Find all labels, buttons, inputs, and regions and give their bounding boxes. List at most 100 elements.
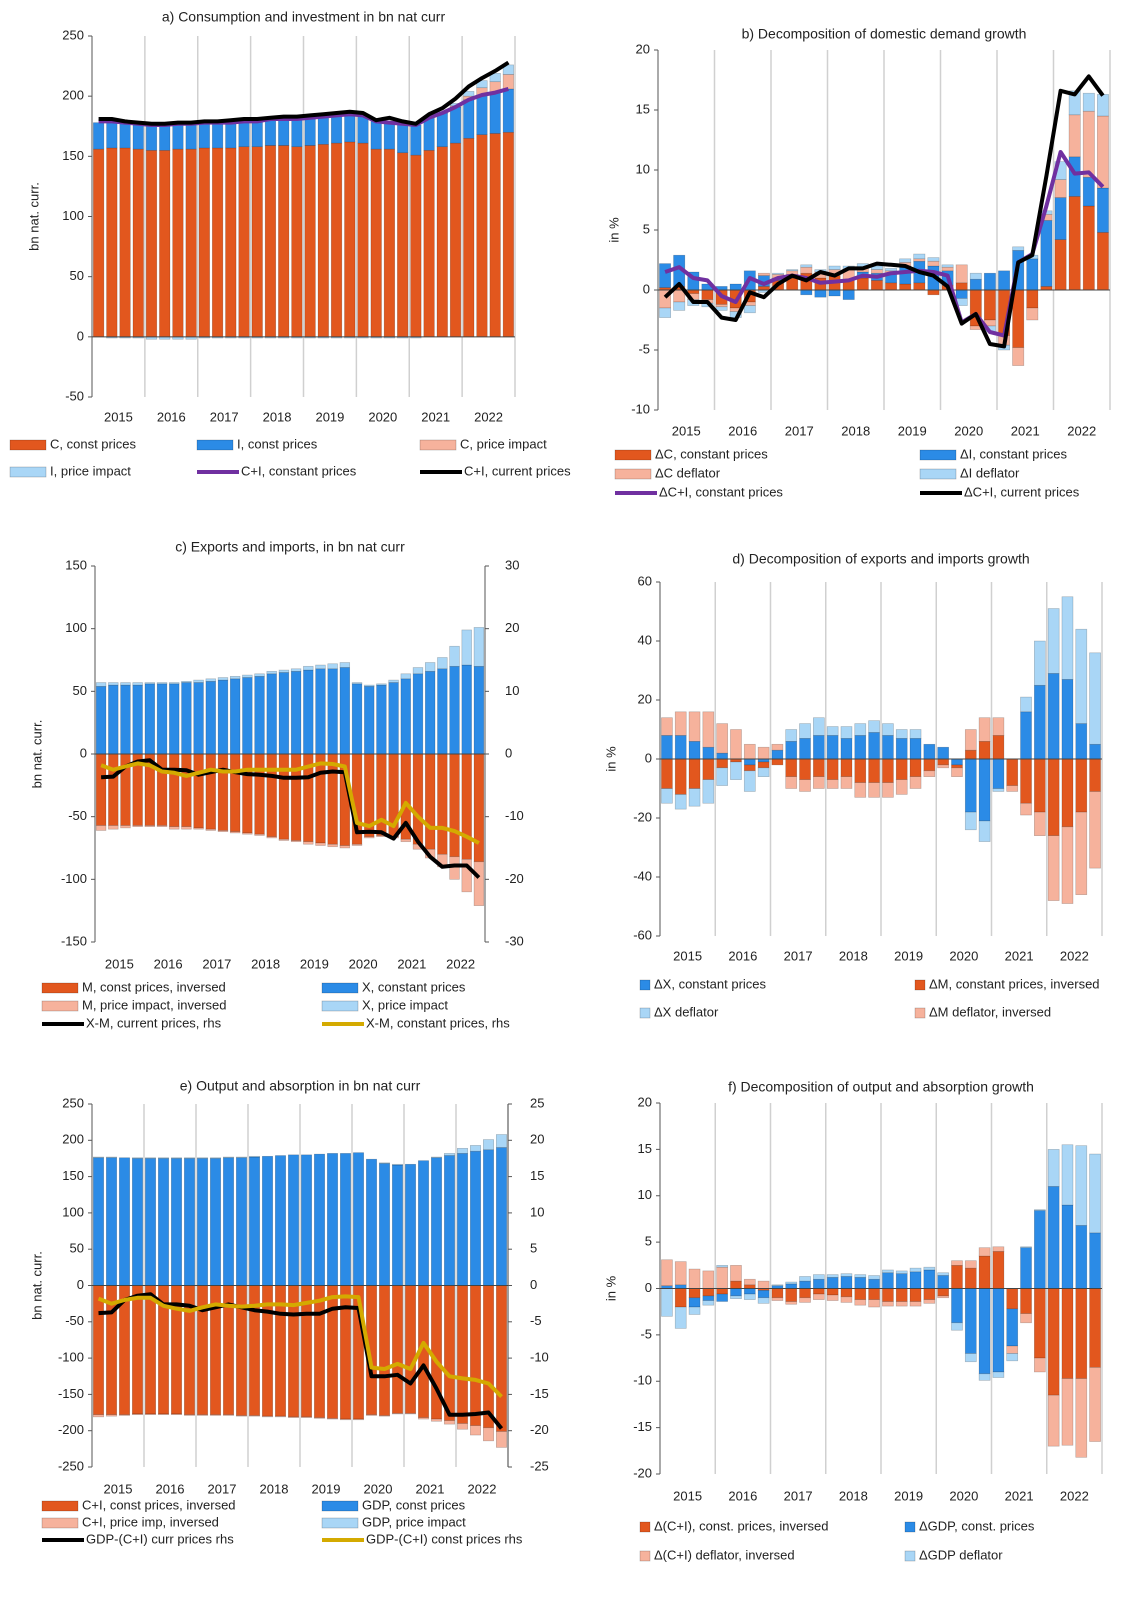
legend-label: I, const prices: [237, 436, 318, 451]
legend-label: ΔX, constant prices: [654, 976, 767, 991]
x-tick-label: 2019: [300, 956, 329, 971]
bar: [304, 117, 316, 146]
bar: [992, 758, 1005, 789]
bar: [264, 145, 277, 338]
bar: [217, 679, 229, 755]
bar: [826, 758, 839, 780]
bar: [813, 717, 825, 736]
bar: [1034, 1209, 1046, 1211]
x-tick-label: 2020: [364, 1481, 393, 1496]
bar: [495, 1431, 507, 1448]
bar: [661, 1259, 673, 1287]
bar: [364, 686, 375, 755]
legend-swatch: [614, 468, 652, 480]
bar: [813, 1278, 825, 1289]
bar: [840, 758, 853, 778]
y-tick-label: 0: [645, 750, 652, 765]
legend-swatch: [321, 1500, 359, 1512]
bar: [132, 684, 143, 755]
bar: [378, 1415, 390, 1417]
bar: [992, 1251, 1005, 1289]
bar: [868, 732, 880, 760]
bar: [828, 289, 841, 297]
bar: [412, 753, 424, 845]
bar: [941, 264, 954, 268]
y-tick-label: 100: [62, 1204, 84, 1219]
bar: [1075, 1288, 1088, 1379]
x-tick-label: 2015: [104, 409, 133, 424]
bar: [964, 749, 977, 760]
bar: [882, 1301, 894, 1307]
bar: [1075, 758, 1088, 813]
bar: [376, 683, 387, 686]
bar: [688, 1306, 701, 1315]
y2-tick-label: -10: [505, 808, 524, 823]
bar: [238, 121, 250, 148]
bar: [730, 729, 742, 760]
bar: [978, 1247, 991, 1257]
bar: [443, 1155, 455, 1286]
y2-tick-label: -15: [530, 1386, 549, 1401]
x-tick-label: 2018: [841, 423, 870, 438]
bar: [417, 1417, 429, 1420]
bar: [785, 1288, 798, 1302]
bar: [476, 80, 488, 89]
bar: [274, 1415, 286, 1418]
bar: [964, 1267, 977, 1289]
bar: [344, 141, 356, 338]
bar: [303, 669, 314, 755]
legend-label: C+I, constant prices: [241, 463, 357, 478]
bar: [205, 753, 216, 830]
bar: [702, 746, 715, 760]
bar: [969, 272, 982, 280]
bar: [978, 1255, 991, 1289]
bar: [236, 1157, 248, 1286]
bar: [785, 758, 798, 778]
bar: [266, 670, 277, 675]
bar: [315, 753, 326, 844]
bar: [229, 753, 241, 833]
bar: [1006, 1353, 1019, 1362]
bar: [461, 629, 472, 666]
bar: [317, 116, 329, 145]
bar: [287, 1154, 299, 1286]
bar: [909, 758, 922, 778]
bar: [964, 729, 977, 751]
y-axis-label: bn nat. curr.: [29, 720, 44, 789]
bar: [424, 662, 436, 672]
legend-label: X, constant prices: [362, 979, 466, 994]
legend-swatch: [321, 1517, 359, 1529]
bar: [502, 64, 514, 75]
legend-swatch: [41, 1500, 79, 1512]
bar: [870, 280, 883, 291]
bar: [826, 779, 839, 789]
bar: [469, 1285, 481, 1426]
bar: [327, 843, 338, 848]
legend-label: C, const prices: [50, 436, 136, 451]
bar: [688, 711, 701, 742]
bar: [317, 144, 329, 338]
chart-panel: e) Output and absorption in bn nat curr b…: [29, 1078, 548, 1547]
bar: [1047, 1288, 1060, 1396]
bar: [1082, 110, 1095, 178]
bar: [826, 735, 839, 760]
bar: [1054, 197, 1067, 240]
bar: [955, 264, 968, 284]
legend-swatch: [321, 982, 359, 994]
bar: [473, 627, 485, 667]
bar: [1089, 1232, 1101, 1289]
bar: [702, 1300, 715, 1306]
legend-swatch: [41, 1517, 79, 1529]
x-tick-label: 2015: [672, 423, 701, 438]
bar: [964, 811, 977, 831]
legend-label: Δ(C+I), const. prices, inversed: [654, 1518, 829, 1533]
bar: [437, 668, 448, 755]
bar: [743, 743, 756, 760]
bar: [449, 753, 460, 858]
bar: [193, 682, 204, 755]
bar: [423, 150, 435, 338]
line-series: [97, 1294, 503, 1399]
y-tick-label: 150: [62, 148, 84, 163]
x-tick-label: 2016: [156, 1481, 185, 1496]
bar: [489, 92, 501, 134]
